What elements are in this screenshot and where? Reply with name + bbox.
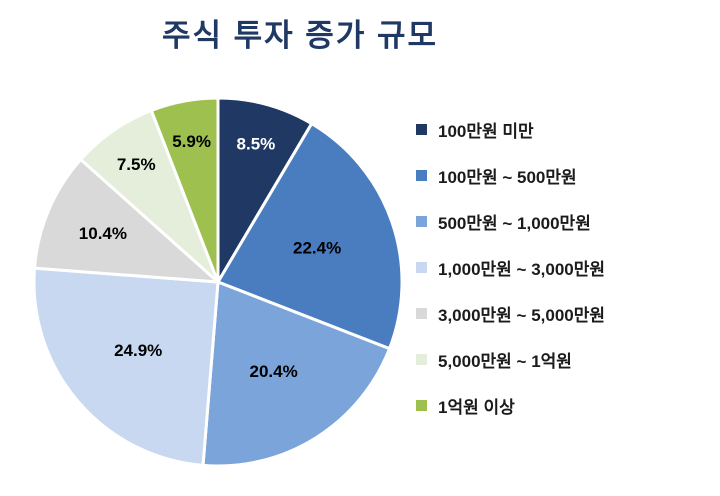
legend-item-5: 5,000만원 ~ 1억원 bbox=[416, 336, 711, 382]
slice-percent-label-6: 5.9% bbox=[172, 132, 211, 151]
legend-item-0: 100만원 미만 bbox=[416, 106, 711, 152]
legend-label: 5,000만원 ~ 1억원 bbox=[438, 351, 572, 371]
legend-swatch-icon bbox=[416, 261, 427, 273]
slice-percent-label-1: 22.4% bbox=[293, 239, 341, 258]
legend-label: 500만원 ~ 1,000만원 bbox=[438, 213, 591, 233]
pie-slice-1 bbox=[216, 122, 404, 351]
slice-percent-label-3: 24.9% bbox=[114, 341, 162, 360]
legend-swatch-icon bbox=[416, 169, 427, 181]
slice-percent-label-4: 10.4% bbox=[79, 224, 127, 243]
slice-percent-label-2: 20.4% bbox=[249, 362, 297, 381]
legend-item-1: 100만원 ~ 500만원 bbox=[416, 152, 711, 198]
legend-swatch-icon bbox=[416, 307, 427, 319]
pie-chart: 8.5% 22.4% 20.4% 24.9% 10.4% 7.5% 5.9% bbox=[32, 96, 404, 468]
legend-swatch-icon bbox=[416, 399, 427, 411]
legend-item-3: 1,000만원 ~ 3,000만원 bbox=[416, 244, 711, 290]
chart-title: 주식 투자 증가 규모 bbox=[162, 18, 438, 53]
legend: 100만원 미만 100만원 ~ 500만원 500만원 ~ 1,000만원 1,00… bbox=[416, 106, 711, 428]
pie-slice-6 bbox=[149, 96, 220, 284]
legend-item-6: 1억원 이상 bbox=[416, 382, 711, 428]
legend-swatch-icon bbox=[416, 353, 427, 365]
pie-slice-3 bbox=[32, 266, 220, 467]
legend-item-2: 500만원 ~ 1,000만원 bbox=[416, 198, 711, 244]
slice-percent-label-5: 7.5% bbox=[117, 155, 156, 174]
legend-swatch-icon bbox=[416, 215, 427, 227]
pie-slice-2 bbox=[201, 280, 391, 468]
legend-label: 1,000만원 ~ 3,000만원 bbox=[438, 259, 606, 279]
pie-slice-4 bbox=[33, 157, 220, 284]
legend-label: 3,000만원 ~ 5,000만원 bbox=[438, 305, 606, 325]
pie-slice-0 bbox=[216, 96, 314, 284]
legend-swatch-icon bbox=[416, 123, 427, 135]
legend-label: 100만원 미만 bbox=[438, 121, 534, 141]
legend-item-4: 3,000만원 ~ 5,000만원 bbox=[416, 290, 711, 336]
legend-label: 100만원 ~ 500만원 bbox=[438, 167, 577, 187]
legend-label: 1억원 이상 bbox=[438, 397, 515, 417]
slice-percent-label-0: 8.5% bbox=[237, 135, 276, 154]
